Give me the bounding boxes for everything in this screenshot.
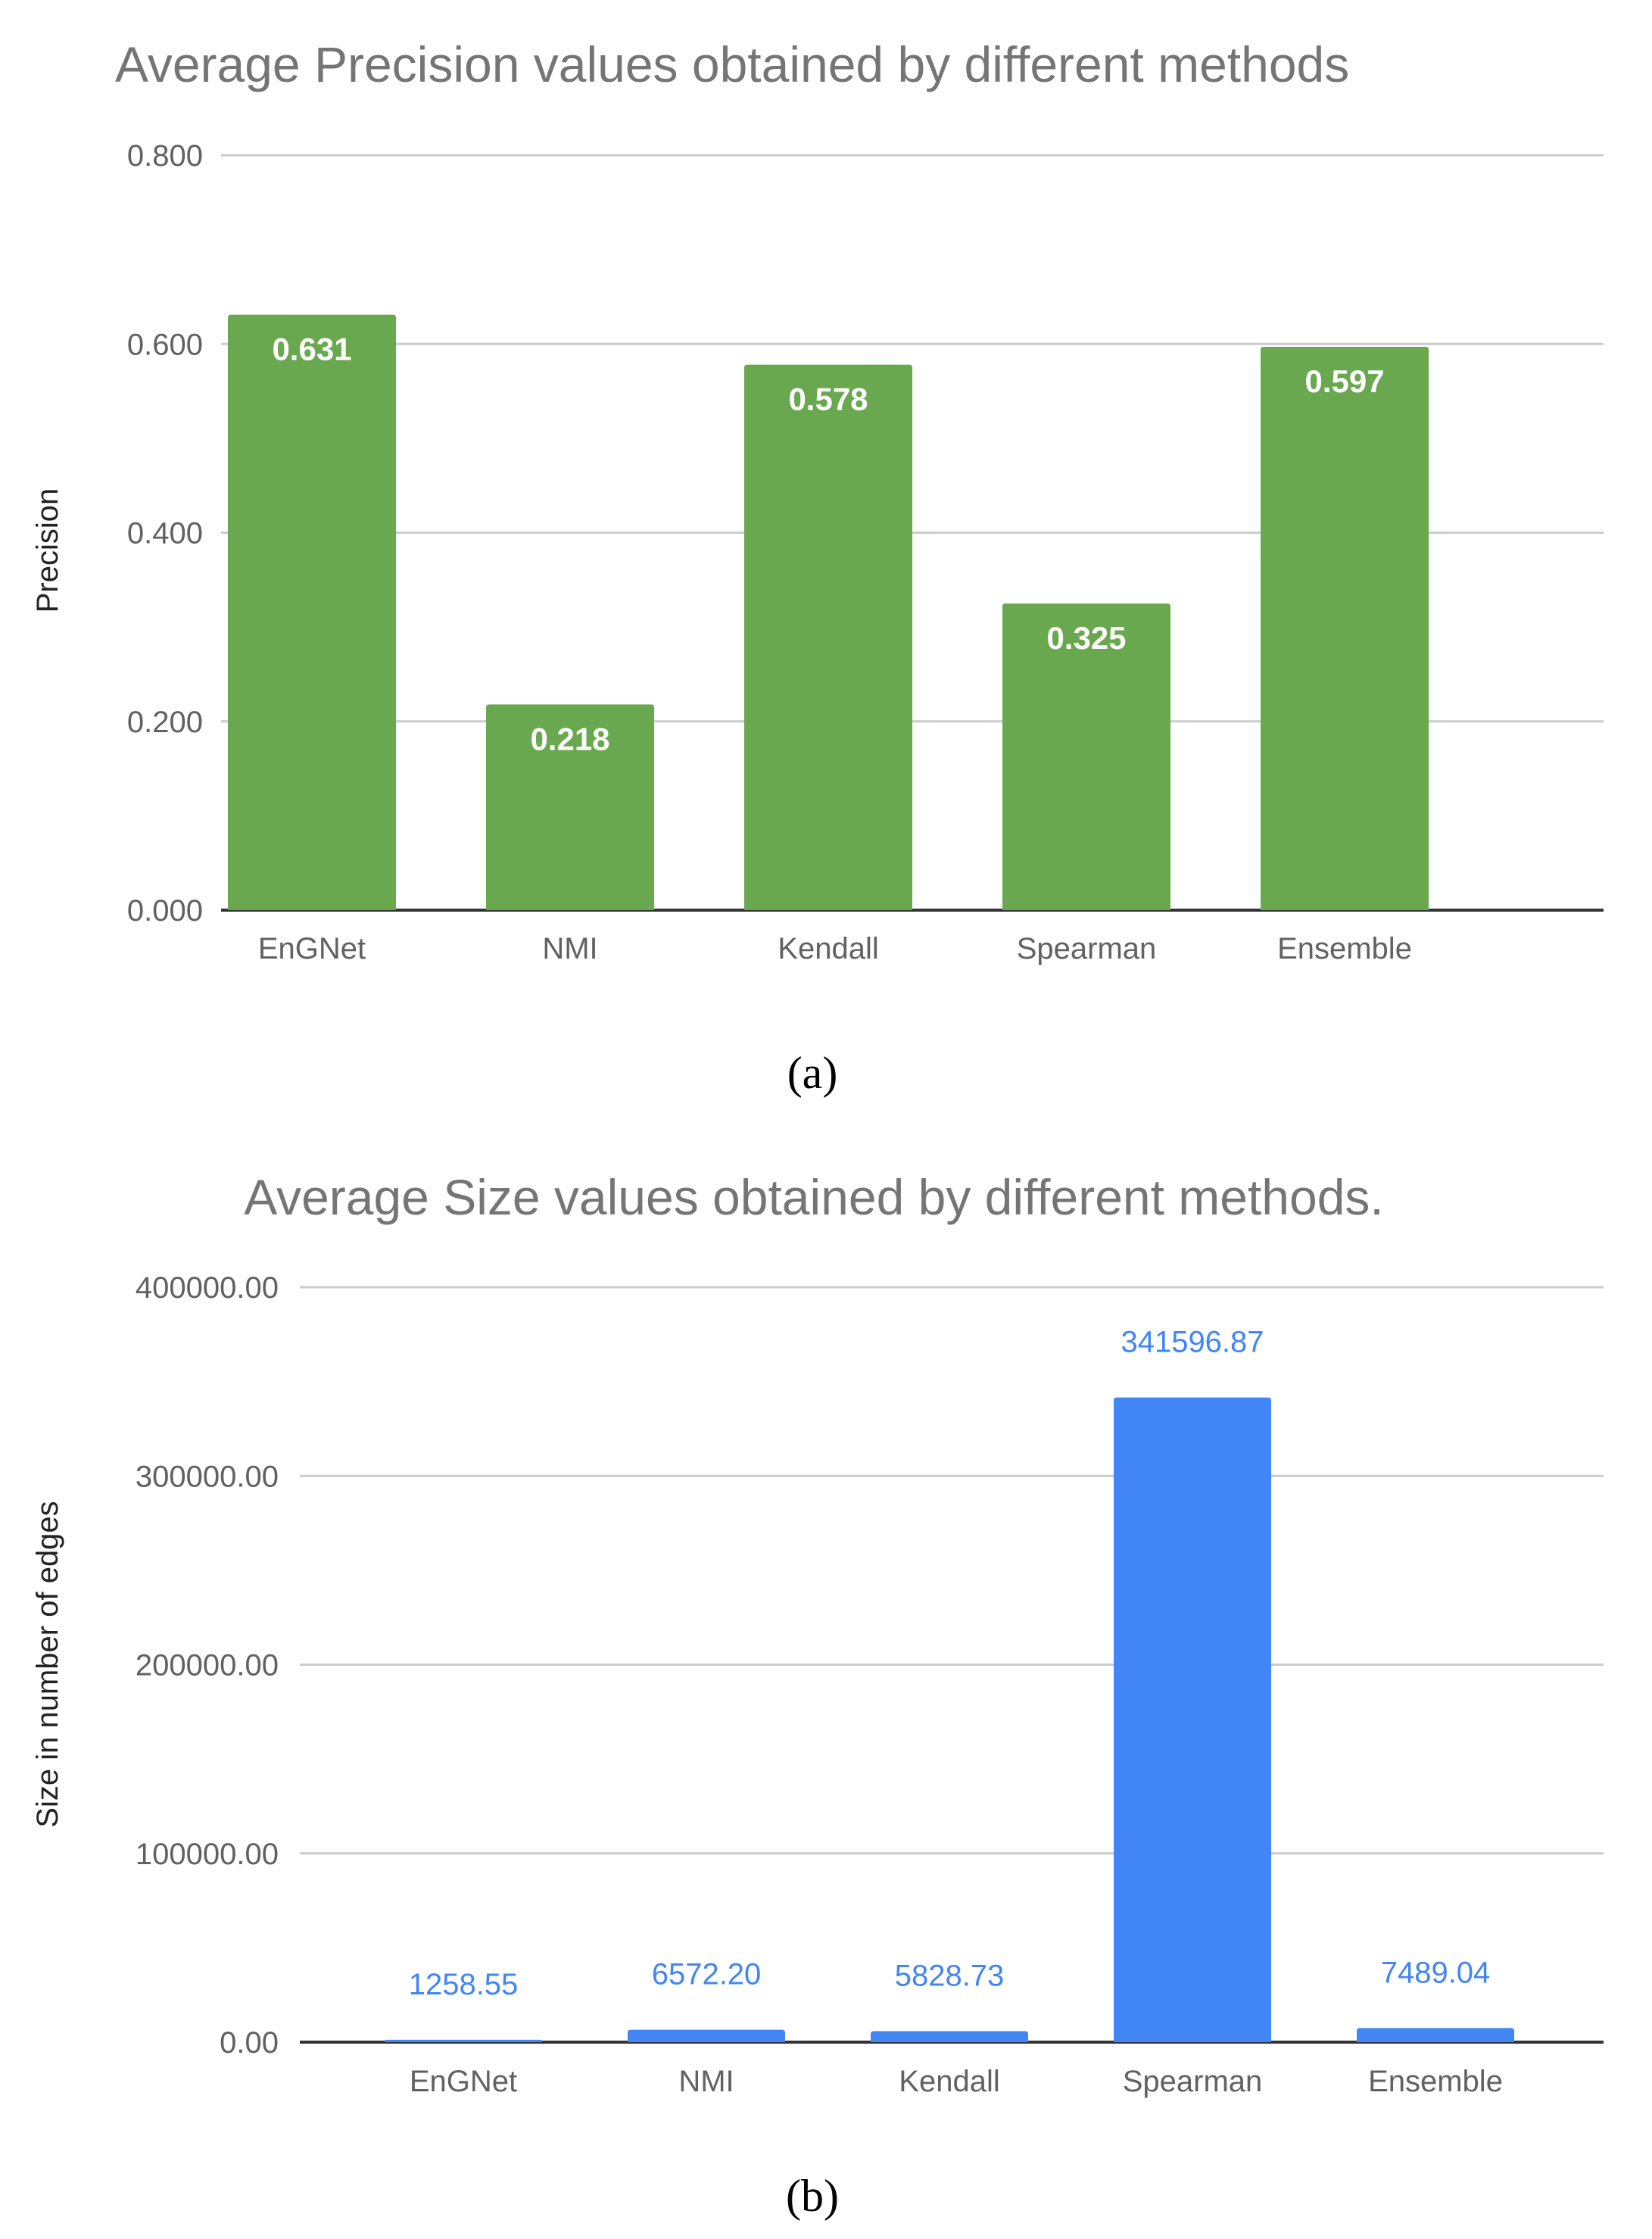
size-data-label-ensemble: 7489.04 [1381,1956,1491,1989]
precision-bar-kendall [744,364,912,911]
precision-y-tick-label: 0.000 [127,894,203,928]
precision-bar-ensemble [1261,346,1429,910]
precision-y-tick-label: 0.600 [127,328,203,361]
size-bar-kendall [871,2031,1028,2042]
size-y-axis-label: Size in number of edges [31,1501,64,1827]
precision-chart-title: Average Precision values obtained by dif… [115,36,1349,92]
precision-y-tick-label: 0.400 [127,517,203,550]
precision-chart-caption: (a) [787,1048,838,1098]
size-chart-title: Average Size values obtained by differen… [244,1169,1384,1225]
size-bar-spearman [1114,1397,1271,2042]
precision-x-tick-label-ensemble: Ensemble [1277,932,1412,965]
size-bar-nmi [628,2029,785,2042]
precision-x-tick-label-nmi: NMI [542,932,597,965]
precision-data-label-kendall: 0.578 [788,382,868,417]
precision-chart: Average Precision values obtained by dif… [31,36,1604,1098]
size-bar-engnet [385,2039,542,2042]
size-x-tick-label-ensemble: Ensemble [1368,2065,1503,2098]
size-y-tick-label: 200000.00 [136,1649,279,1682]
precision-bar-engnet [228,314,396,911]
size-chart: Average Size values obtained by differen… [31,1169,1604,2221]
size-data-label-nmi: 6572.20 [652,1958,762,1991]
size-data-label-engnet: 1258.55 [409,1968,519,2001]
size-bar-ensemble [1357,2028,1514,2042]
size-data-label-kendall: 5828.73 [895,1959,1005,1992]
size-x-tick-label-spearman: Spearman [1123,2065,1263,2098]
size-y-tick-label: 300000.00 [136,1460,279,1493]
precision-data-label-ensemble: 0.597 [1304,363,1384,399]
size-chart-caption: (b) [786,2171,839,2221]
size-x-tick-label-nmi: NMI [678,2065,734,2098]
precision-bar-spearman [1002,603,1170,910]
precision-data-label-nmi: 0.218 [530,721,609,756]
size-x-tick-label-engnet: EnGNet [410,2065,517,2098]
precision-x-tick-label-kendall: Kendall [778,932,878,965]
size-y-tick-label: 400000.00 [136,1271,279,1305]
precision-y-tick-label: 0.800 [127,139,203,173]
size-data-label-spearman: 341596.87 [1121,1326,1264,1359]
precision-data-label-spearman: 0.325 [1046,620,1126,656]
size-y-tick-label: 0.00 [220,2026,279,2060]
precision-y-tick-label: 0.200 [127,706,203,739]
size-y-tick-label: 100000.00 [136,1838,279,1871]
precision-x-tick-label-spearman: Spearman [1017,932,1157,965]
precision-y-axis-label: Precision [31,488,64,613]
precision-x-tick-label-engnet: EnGNet [258,932,366,965]
size-x-tick-label-kendall: Kendall [899,2065,999,2098]
precision-bar-nmi [486,704,654,910]
precision-data-label-engnet: 0.631 [272,332,351,367]
